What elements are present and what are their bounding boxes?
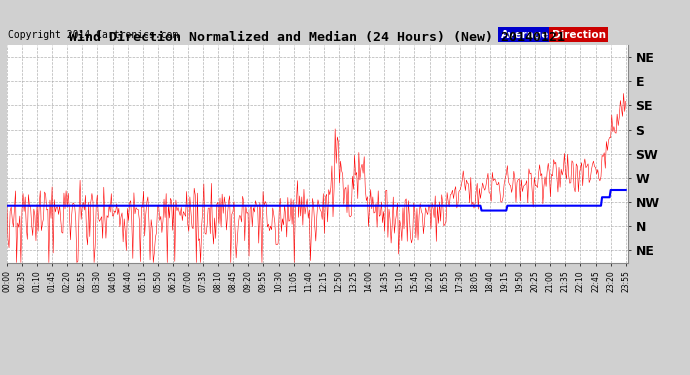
Text: Direction: Direction bbox=[551, 30, 606, 40]
Text: Average: Average bbox=[501, 30, 549, 40]
Text: Copyright 2014 Cartronics.com: Copyright 2014 Cartronics.com bbox=[8, 30, 178, 40]
Title: Wind Direction Normalized and Median (24 Hours) (New) 20140121: Wind Direction Normalized and Median (24… bbox=[70, 31, 565, 44]
